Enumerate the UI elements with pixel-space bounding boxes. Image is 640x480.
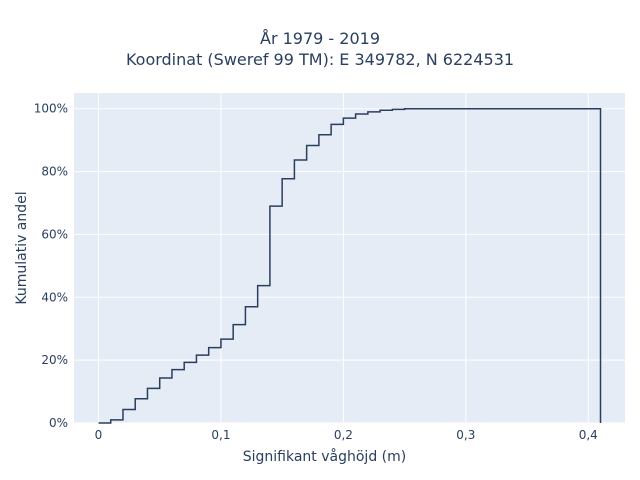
y-tick-label: 20% bbox=[41, 353, 68, 367]
chart-title-line-2: Koordinat (Sweref 99 TM): E 349782, N 62… bbox=[125, 50, 515, 69]
series-layer bbox=[98, 107, 602, 424]
y-tick-label: 80% bbox=[41, 165, 68, 179]
x-tick-label: 0,1 bbox=[211, 428, 230, 442]
y-tick-label: 100% bbox=[34, 102, 68, 116]
x-tick-label: 0,4 bbox=[579, 428, 598, 442]
chart-title-line-1: År 1979 - 2019 bbox=[260, 29, 380, 48]
x-axis-title: Signifikant våghöjd (m) bbox=[243, 448, 406, 465]
cumulative-step-line bbox=[98, 107, 602, 424]
y-tick-label: 60% bbox=[41, 227, 68, 241]
y-tick-label: 40% bbox=[41, 290, 68, 304]
x-tick-label: 0,3 bbox=[456, 428, 475, 442]
x-tick-label: 0,2 bbox=[334, 428, 353, 442]
grid-lines bbox=[74, 93, 625, 424]
y-tick-label: 0% bbox=[49, 416, 68, 430]
x-tick-label: 0 bbox=[95, 428, 103, 442]
y-axis-title: Kumulativ andel bbox=[14, 191, 30, 304]
y-axis-ticks: 0% 20% 40% 60% 80% 100% bbox=[34, 102, 68, 430]
x-axis-ticks: 0 0,1 0,2 0,3 0,4 bbox=[95, 428, 598, 442]
plot-area bbox=[74, 93, 625, 423]
